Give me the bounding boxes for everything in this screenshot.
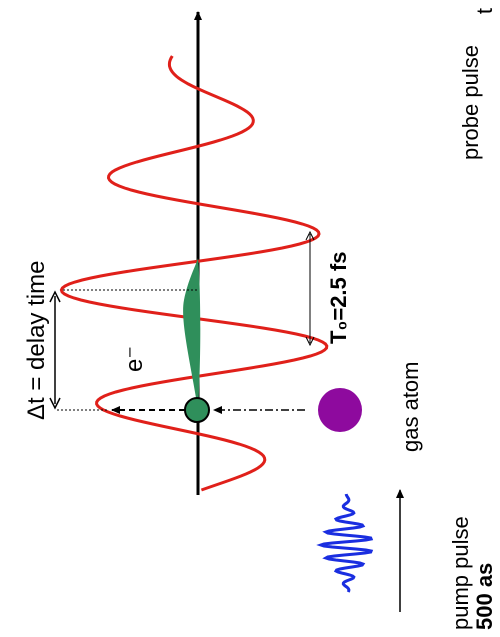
delay-label: Δt = delay time <box>23 261 50 420</box>
electron-wavepacket <box>183 258 201 410</box>
electron <box>184 397 210 423</box>
pump-label: pump pulse <box>448 516 473 630</box>
probe-label: probe pulse <box>458 45 483 160</box>
pump-duration-label: 500 as <box>472 563 497 630</box>
period-arrowheads <box>305 230 315 347</box>
probe-pulse-wave <box>59 55 329 492</box>
pump-pulse-wave <box>316 493 374 593</box>
delay-arrowheads <box>49 290 61 410</box>
atom-label: gas atom <box>398 362 423 453</box>
period-label: T₀=2.5 fs <box>326 252 351 344</box>
electron-label: e⁻ <box>121 346 148 372</box>
time-axis-label: t <box>472 8 497 14</box>
gas-atom <box>318 388 362 432</box>
